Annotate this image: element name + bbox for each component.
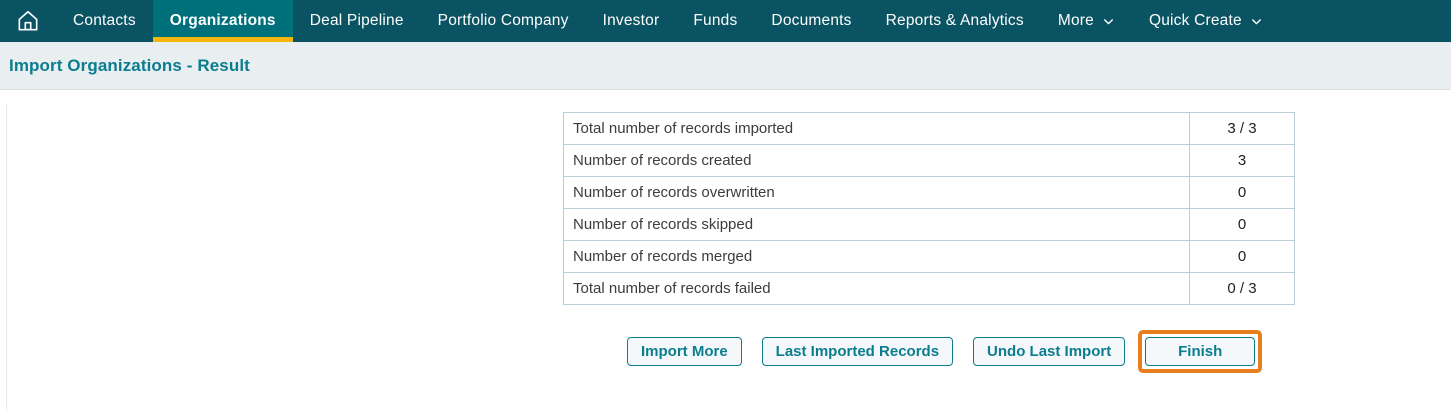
table-row-label: Total number of records failed	[573, 280, 771, 297]
table-row-value: 0	[1189, 177, 1294, 208]
import-summary-table: Total number of records imported 3 / 3 N…	[563, 112, 1295, 305]
nav-item-investor[interactable]: Investor	[586, 0, 677, 42]
nav-item-documents[interactable]: Documents	[754, 0, 868, 42]
home-icon	[15, 8, 41, 34]
table-row: Number of records created 3	[564, 145, 1294, 177]
nav-item-label: Deal Pipeline	[309, 12, 404, 29]
table-row-value: 3 / 3	[1189, 113, 1294, 144]
nav-item-label: More	[1057, 12, 1094, 29]
nav-item-label: Quick Create	[1148, 12, 1242, 29]
action-buttons-row: Import More Last Imported Records Undo L…	[627, 329, 1263, 373]
table-row-label: Number of records overwritten	[573, 184, 775, 201]
panel-left-edge	[6, 103, 7, 411]
nav-item-deal-pipeline[interactable]: Deal Pipeline	[293, 0, 421, 42]
nav-item-label: Investor	[602, 12, 660, 29]
page-title: Import Organizations - Result	[9, 55, 250, 75]
page-title-bar: Import Organizations - Result	[0, 42, 1451, 90]
nav-item-label: Organizations	[169, 12, 276, 29]
table-row-label: Number of records merged	[573, 248, 753, 265]
table-row-label: Number of records created	[573, 152, 752, 169]
finish-highlight-box: Finish	[1138, 329, 1263, 373]
import-more-button[interactable]: Import More	[627, 336, 742, 366]
last-imported-records-button[interactable]: Last Imported Records	[761, 336, 954, 366]
nav-item-more[interactable]: More	[1041, 0, 1132, 42]
table-row: Number of records skipped 0	[564, 209, 1294, 241]
nav-item-contacts[interactable]: Contacts	[56, 0, 153, 42]
chevron-down-icon	[1102, 15, 1115, 28]
undo-last-import-button[interactable]: Undo Last Import	[973, 336, 1126, 366]
table-row-value: 0	[1189, 209, 1294, 240]
finish-button[interactable]: Finish	[1145, 336, 1256, 366]
nav-item-label: Portfolio Company	[437, 12, 569, 29]
table-row: Total number of records failed 0 / 3	[564, 273, 1294, 305]
home-button[interactable]	[0, 0, 56, 42]
table-row-value: 3	[1189, 145, 1294, 176]
table-row-label: Total number of records imported	[573, 120, 794, 137]
table-row: Number of records overwritten 0	[564, 177, 1294, 209]
table-row-value: 0 / 3	[1189, 273, 1294, 304]
content-area: Total number of records imported 3 / 3 N…	[0, 90, 1451, 411]
nav-item-organizations[interactable]: Organizations	[152, 0, 293, 42]
nav-item-portfolio-company[interactable]: Portfolio Company	[421, 0, 586, 42]
chevron-down-icon	[1250, 15, 1263, 28]
nav-item-label: Funds	[693, 12, 738, 29]
nav-item-label: Reports & Analytics	[885, 12, 1024, 29]
table-row: Number of records merged 0	[564, 241, 1294, 273]
table-row-label: Number of records skipped	[573, 216, 754, 233]
table-row-value: 0	[1189, 241, 1294, 272]
table-row: Total number of records imported 3 / 3	[564, 113, 1294, 145]
nav-item-quick-create[interactable]: Quick Create	[1132, 0, 1280, 42]
nav-item-funds[interactable]: Funds	[676, 0, 754, 42]
nav-item-label: Contacts	[73, 12, 136, 29]
nav-item-label: Documents	[771, 12, 852, 29]
nav-item-reports-analytics[interactable]: Reports & Analytics	[869, 0, 1041, 42]
top-navigation-bar: Contacts Organizations Deal Pipeline Por…	[0, 0, 1451, 42]
